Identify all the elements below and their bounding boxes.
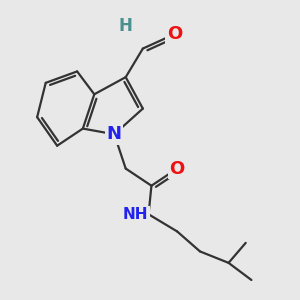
Text: O: O (167, 25, 182, 43)
Text: N: N (107, 125, 122, 143)
Text: O: O (169, 160, 185, 178)
Text: H: H (119, 17, 133, 35)
Text: NH: NH (123, 207, 148, 222)
